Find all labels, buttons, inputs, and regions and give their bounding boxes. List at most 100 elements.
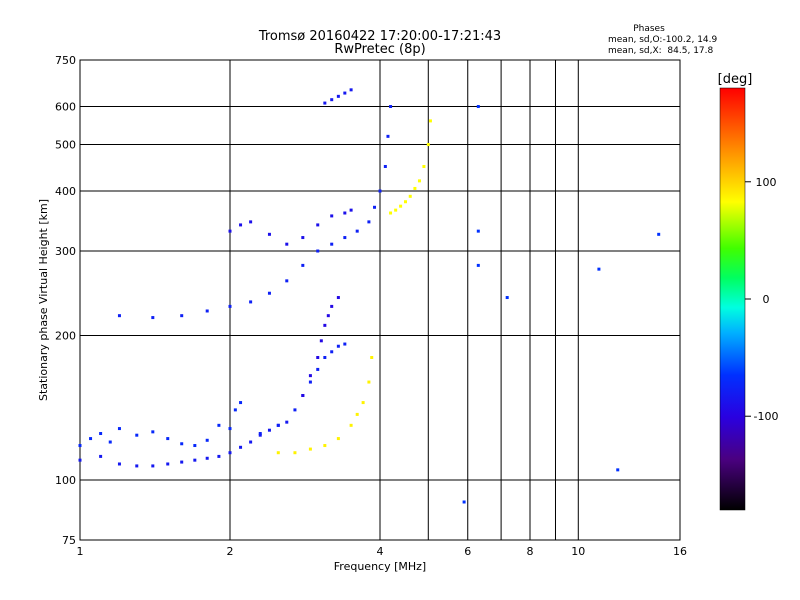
data-point	[233, 408, 237, 412]
data-point	[258, 433, 262, 437]
data-point	[422, 164, 426, 168]
data-points	[78, 88, 661, 504]
data-point	[193, 444, 197, 448]
x-tick-label: 4	[377, 545, 384, 558]
data-point	[323, 101, 327, 105]
data-point	[135, 433, 139, 437]
phase-info-title: Phases	[633, 24, 665, 34]
y-tick-label: 750	[55, 54, 76, 67]
data-point	[399, 204, 403, 208]
x-tick-label: 10	[571, 545, 585, 558]
x-tick-label: 1	[77, 545, 84, 558]
data-point	[239, 445, 243, 449]
data-point	[276, 451, 280, 455]
data-point	[343, 342, 347, 346]
data-point	[426, 143, 430, 147]
data-point	[330, 350, 334, 354]
data-point	[166, 437, 170, 441]
colorbar-tick-label: 100	[756, 176, 777, 189]
colorbar-tick-label: -100	[754, 410, 779, 423]
data-point	[293, 451, 297, 455]
data-point	[616, 468, 620, 472]
chart-subtitle: RwPretec (8p)	[334, 42, 425, 57]
data-point	[180, 460, 184, 464]
data-point	[330, 242, 334, 246]
data-point	[89, 437, 93, 441]
data-point	[166, 462, 170, 466]
data-point	[293, 408, 297, 412]
data-point	[99, 432, 103, 436]
x-tick-label: 6	[464, 545, 471, 558]
data-point	[205, 309, 209, 313]
data-point	[308, 447, 312, 451]
data-point	[217, 454, 221, 458]
data-point	[258, 432, 262, 436]
phase-info-x: mean, sd,X: 84.5, 17.8	[608, 46, 714, 56]
data-point	[386, 134, 390, 138]
data-point	[249, 440, 253, 444]
data-point	[301, 394, 305, 398]
data-point	[336, 344, 340, 348]
data-point	[180, 442, 184, 446]
data-point	[343, 91, 347, 95]
data-point	[249, 300, 253, 304]
data-point	[330, 304, 334, 308]
x-tick-label: 16	[673, 545, 687, 558]
data-point	[267, 428, 271, 432]
data-point	[476, 229, 480, 233]
data-point	[205, 456, 209, 460]
data-point	[403, 200, 407, 204]
y-axis-label: Stationary phase Virtual Height [km]	[37, 199, 50, 401]
data-point	[413, 186, 417, 190]
x-axis-ticks: 1 2 4 6 8 10 16	[77, 545, 688, 558]
data-point	[267, 291, 271, 295]
data-point	[323, 355, 327, 359]
data-point	[285, 279, 289, 283]
data-point	[408, 194, 412, 198]
data-point	[349, 208, 353, 212]
data-point	[193, 458, 197, 462]
data-point	[117, 427, 121, 431]
data-point	[78, 444, 82, 448]
colorbar	[719, 87, 746, 511]
data-point	[78, 458, 82, 462]
y-tick-label: 400	[55, 185, 76, 198]
data-point	[326, 314, 330, 318]
data-point	[330, 214, 334, 218]
data-point	[319, 339, 323, 343]
data-point	[301, 236, 305, 240]
y-tick-label: 100	[55, 474, 76, 487]
colorbar-tick-label: 0	[763, 293, 770, 306]
data-point	[657, 232, 661, 236]
data-point	[239, 401, 243, 405]
data-point	[355, 229, 359, 233]
data-point	[370, 355, 374, 359]
data-point	[367, 380, 371, 384]
data-point	[301, 263, 305, 267]
data-point	[378, 189, 382, 193]
data-point	[336, 296, 340, 300]
data-point	[108, 440, 112, 444]
y-tick-label: 300	[55, 245, 76, 258]
data-point	[228, 229, 232, 233]
data-point	[349, 423, 353, 427]
chart-title: Tromsø 20160422 17:20:00-17:21:43	[258, 29, 501, 44]
data-point	[217, 423, 221, 427]
data-point	[316, 355, 320, 359]
data-point	[323, 444, 327, 448]
y-tick-label: 75	[62, 534, 76, 547]
data-point	[228, 427, 232, 431]
data-point	[239, 223, 243, 227]
data-point	[308, 380, 312, 384]
data-point	[373, 205, 377, 209]
colorbar-label: [deg]	[718, 72, 753, 87]
data-point	[205, 438, 209, 442]
data-point	[355, 412, 359, 416]
x-tick-label: 2	[227, 545, 234, 558]
data-point	[383, 164, 387, 168]
y-axis-ticks: 75 100 200 300 400 500 600 750	[55, 54, 76, 547]
data-point	[336, 437, 340, 441]
data-point	[151, 316, 155, 320]
data-point	[316, 367, 320, 371]
